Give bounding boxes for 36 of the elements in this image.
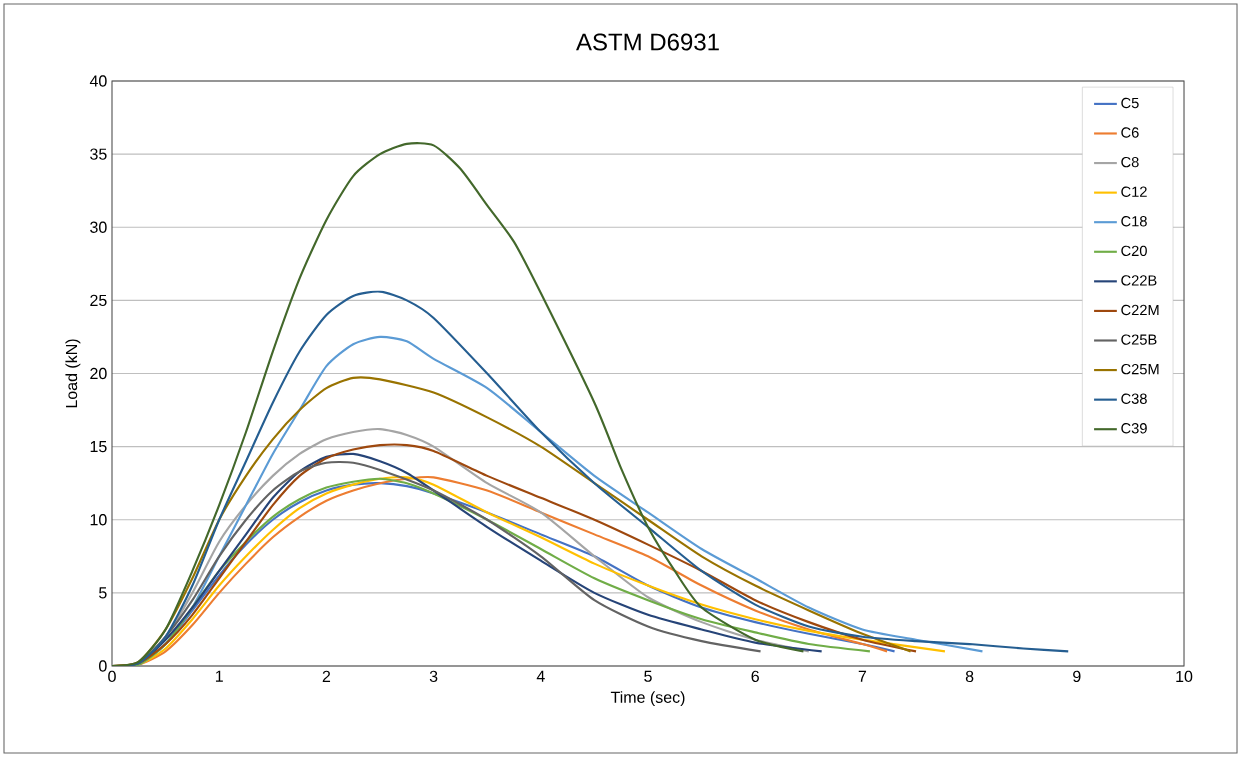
chart-title: ASTM D6931 [576, 33, 719, 51]
y-tick-label: 40 [89, 75, 107, 87]
y-tick-label: 0 [99, 660, 107, 672]
y-axis-title: Load (kN) [65, 339, 81, 408]
legend-label: C20 [1121, 245, 1147, 257]
x-tick-label: 8 [965, 670, 974, 683]
x-tick-label: 3 [429, 670, 438, 683]
x-tick-label: 5 [644, 670, 652, 682]
x-tick-label: 2 [322, 670, 331, 682]
x-tick-label: 6 [751, 670, 759, 683]
y-tick-label: 30 [90, 221, 107, 233]
legend-label: C18 [1121, 216, 1147, 227]
legend-label: C8 [1121, 156, 1139, 168]
x-tick-label: 4 [536, 670, 545, 682]
legend-label: C5 [1121, 97, 1139, 109]
legend-label: C39 [1121, 423, 1147, 434]
y-tick-label: 20 [90, 367, 107, 380]
legend-label: C22B [1121, 275, 1157, 286]
legend-label: C25M [1121, 363, 1159, 375]
line-series [112, 142, 805, 666]
legend-label: C38 [1121, 393, 1147, 404]
x-tick-label: 1 [215, 670, 223, 682]
legend-label: C12 [1121, 186, 1147, 197]
legend-label: C6 [1121, 127, 1139, 138]
x-tick-label: 7 [858, 670, 867, 682]
legend-label: C25B [1121, 334, 1157, 345]
x-axis-title: Time (sec) [610, 691, 685, 707]
x-tick-label: 9 [1073, 670, 1081, 683]
x-tick-label: 10 [1176, 670, 1193, 683]
x-tick-label: 0 [108, 670, 116, 683]
y-tick-label: 35 [90, 148, 107, 160]
y-tick-label: 5 [99, 587, 107, 599]
y-tick-label: 10 [90, 514, 107, 526]
y-tick-label: 25 [90, 294, 107, 307]
legend-label: C22M [1121, 304, 1159, 316]
y-tick-label: 15 [90, 441, 107, 453]
